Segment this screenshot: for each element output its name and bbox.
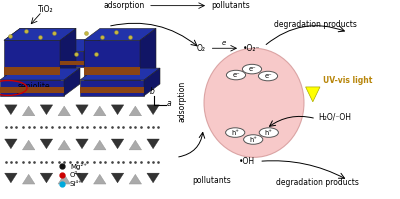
Polygon shape bbox=[147, 139, 159, 149]
Text: adsorption: adsorption bbox=[178, 81, 186, 122]
Polygon shape bbox=[80, 68, 160, 80]
Circle shape bbox=[226, 128, 245, 137]
Text: degradation products: degradation products bbox=[274, 20, 357, 29]
Text: Si⁴⁺: Si⁴⁺ bbox=[70, 181, 83, 187]
Text: H₂O/⁻OH: H₂O/⁻OH bbox=[318, 112, 351, 121]
Polygon shape bbox=[76, 139, 88, 149]
Circle shape bbox=[244, 135, 263, 144]
Text: UV-vis light: UV-vis light bbox=[323, 75, 372, 85]
Polygon shape bbox=[40, 105, 53, 115]
Polygon shape bbox=[84, 67, 140, 75]
Polygon shape bbox=[5, 139, 17, 149]
Polygon shape bbox=[58, 174, 70, 184]
Polygon shape bbox=[76, 173, 88, 183]
Polygon shape bbox=[5, 105, 17, 115]
Polygon shape bbox=[0, 80, 64, 96]
Polygon shape bbox=[76, 105, 88, 115]
Polygon shape bbox=[111, 105, 124, 115]
Polygon shape bbox=[111, 139, 124, 149]
Polygon shape bbox=[60, 28, 76, 80]
Text: •O₂⁻: •O₂⁻ bbox=[243, 44, 261, 53]
Polygon shape bbox=[144, 68, 160, 96]
Text: h⁺: h⁺ bbox=[249, 137, 257, 142]
Text: adsorption: adsorption bbox=[103, 1, 145, 10]
Polygon shape bbox=[84, 40, 140, 80]
Polygon shape bbox=[306, 87, 320, 102]
Text: sepiolite: sepiolite bbox=[18, 82, 51, 91]
Polygon shape bbox=[140, 28, 156, 80]
Text: O²⁻: O²⁻ bbox=[70, 172, 82, 178]
Polygon shape bbox=[58, 106, 70, 116]
Polygon shape bbox=[60, 61, 84, 65]
Polygon shape bbox=[129, 106, 142, 116]
Polygon shape bbox=[129, 174, 142, 184]
Text: •OH: •OH bbox=[239, 157, 255, 166]
Polygon shape bbox=[64, 68, 80, 96]
Text: h⁺: h⁺ bbox=[265, 130, 273, 136]
Polygon shape bbox=[4, 40, 60, 80]
Polygon shape bbox=[4, 28, 76, 40]
Circle shape bbox=[259, 128, 278, 137]
Polygon shape bbox=[147, 173, 159, 183]
Text: TiO₂: TiO₂ bbox=[38, 5, 54, 14]
Polygon shape bbox=[80, 87, 144, 93]
Polygon shape bbox=[80, 80, 144, 96]
Text: a: a bbox=[166, 99, 171, 108]
Text: h⁺: h⁺ bbox=[231, 130, 239, 136]
Ellipse shape bbox=[204, 48, 304, 157]
Polygon shape bbox=[5, 173, 17, 183]
Polygon shape bbox=[4, 67, 60, 75]
Text: degradation products: degradation products bbox=[276, 178, 359, 187]
Polygon shape bbox=[84, 39, 100, 67]
Circle shape bbox=[226, 70, 246, 80]
Polygon shape bbox=[22, 140, 35, 150]
Polygon shape bbox=[22, 106, 35, 116]
Text: pollutants: pollutants bbox=[193, 176, 231, 185]
Polygon shape bbox=[0, 68, 80, 80]
Polygon shape bbox=[94, 174, 106, 184]
Text: O₂: O₂ bbox=[197, 44, 206, 53]
Polygon shape bbox=[94, 140, 106, 150]
Polygon shape bbox=[0, 87, 64, 93]
Text: e⁻: e⁻ bbox=[264, 73, 272, 79]
Polygon shape bbox=[58, 140, 70, 150]
Polygon shape bbox=[40, 139, 53, 149]
Circle shape bbox=[242, 64, 262, 74]
Polygon shape bbox=[4, 28, 76, 40]
Polygon shape bbox=[94, 106, 106, 116]
Polygon shape bbox=[60, 39, 100, 51]
Polygon shape bbox=[40, 173, 53, 183]
Polygon shape bbox=[60, 51, 84, 67]
Polygon shape bbox=[129, 140, 142, 150]
Polygon shape bbox=[111, 173, 124, 183]
Polygon shape bbox=[84, 28, 156, 40]
Text: b: b bbox=[150, 87, 155, 96]
Polygon shape bbox=[22, 174, 35, 184]
Text: e: e bbox=[222, 40, 226, 46]
Text: pollutants: pollutants bbox=[211, 1, 250, 10]
Text: e⁻: e⁻ bbox=[232, 72, 240, 78]
Polygon shape bbox=[147, 105, 159, 115]
Text: Mg²⁺: Mg²⁺ bbox=[70, 163, 87, 170]
Circle shape bbox=[258, 71, 278, 81]
Text: e⁻: e⁻ bbox=[248, 66, 256, 72]
